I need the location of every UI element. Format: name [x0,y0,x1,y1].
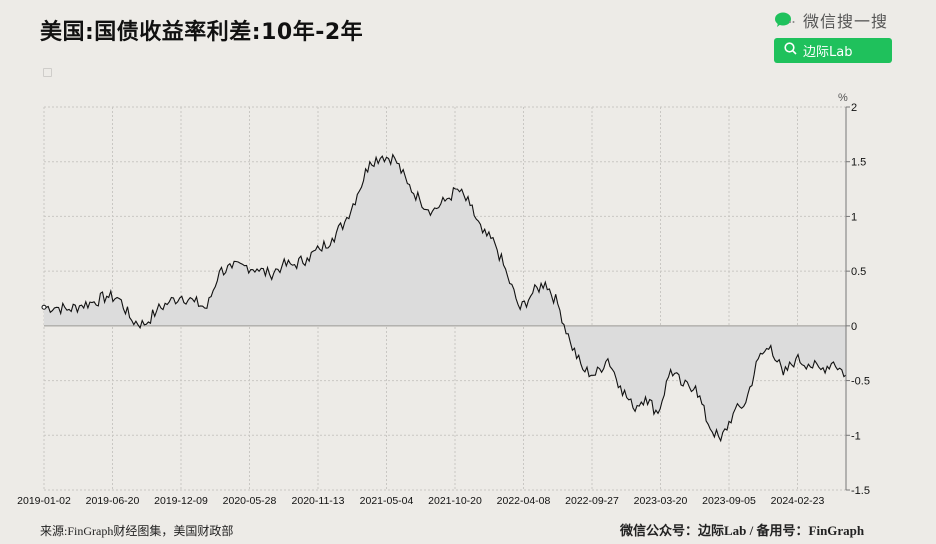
chart-title: 美国:国债收益率利差:10年-2年 [40,20,364,45]
y-tick-label: 1 [851,211,857,223]
x-tick-label: 2020-05-28 [223,495,277,507]
x-tick-label: 2023-03-20 [634,495,688,507]
area-fill [44,154,846,441]
y-tick-label: 2 [851,102,857,114]
y-tick-label: -0.5 [851,376,870,388]
wechat-icon [775,11,797,29]
x-tick-label: 2021-05-04 [360,495,414,507]
y-axis-unit: % [838,92,848,104]
y-tick-label: 1.5 [851,157,866,169]
y-tick-label: 0.5 [851,266,866,278]
search-button[interactable]: 边际Lab [774,38,892,63]
x-tick-label: 2023-09-05 [702,495,756,507]
y-tick-label: 0 [851,321,857,333]
legend-checkbox[interactable] [43,68,52,77]
x-tick-label: 2022-04-08 [497,495,551,507]
data-point-marker [41,304,47,310]
x-tick-label: 2019-12-09 [154,495,208,507]
source-note: 来源:FinGraph财经图集，美国财政部 [40,524,234,538]
wechat-search-brand: 微信搜一搜 [775,8,888,32]
account-note: 微信公众号：边际Lab / 备用号：FinGraph [620,523,865,538]
wechat-search-label: 微信搜一搜 [803,12,889,31]
search-button-label: 边际Lab [803,45,853,60]
x-tick-label: 2020-11-13 [292,495,345,507]
y-tick-label: -1.5 [851,485,870,497]
search-icon [784,42,797,59]
series-line [43,153,847,443]
x-tick-label: 2024-02-23 [771,495,825,507]
y-tick-label: -1 [851,430,861,442]
x-tick-label: 2019-06-20 [86,495,140,507]
x-tick-label: 2019-01-02 [17,495,71,507]
x-tick-label: 2021-10-20 [428,495,482,507]
x-tick-label: 2022-09-27 [565,495,619,507]
